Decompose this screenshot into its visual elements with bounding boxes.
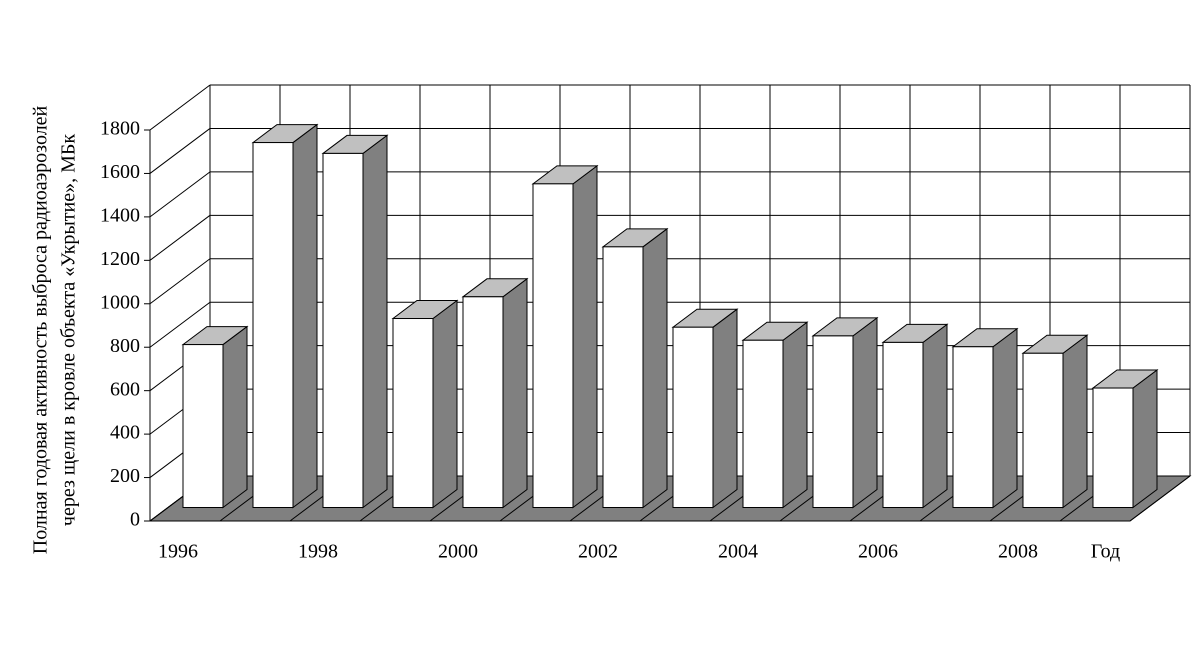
y-tick-label: 1800 <box>100 118 140 140</box>
y-tick-label: 1600 <box>100 161 140 183</box>
bar-side <box>292 123 318 509</box>
y-tick-label: 800 <box>110 335 140 357</box>
x-axis-title: Год <box>1091 541 1120 563</box>
bar-side <box>432 299 458 509</box>
grid-line <box>149 84 211 131</box>
y-axis-title: через щели в кровле объекта «Укрытие», М… <box>58 134 80 526</box>
bar <box>252 142 294 508</box>
bar-side <box>712 308 738 509</box>
x-tick-label: 1998 <box>298 541 338 563</box>
y-tick-label: 1400 <box>100 204 140 226</box>
bar-side <box>852 316 878 509</box>
y-axis-title: Полная годовая активность выброса радиоа… <box>30 105 52 554</box>
grid-line <box>149 128 211 174</box>
bar <box>392 318 434 508</box>
bar <box>672 326 714 509</box>
bar-side <box>922 323 948 509</box>
grid-line <box>149 301 211 348</box>
bar <box>952 346 994 508</box>
y-tick-label: 600 <box>110 378 140 400</box>
bar-side <box>222 325 248 509</box>
x-tick-label: 2004 <box>718 541 758 563</box>
x-tick-label: 2008 <box>998 541 1038 563</box>
y-tick-label: 400 <box>110 422 140 444</box>
y-tick-label: 1200 <box>100 248 140 270</box>
bar <box>602 246 644 508</box>
bar-side <box>1062 334 1088 509</box>
bar <box>882 341 924 508</box>
bar <box>1022 352 1064 508</box>
y-tick-label: 1000 <box>100 291 140 313</box>
grid-line <box>149 258 211 305</box>
bar-side <box>642 227 668 509</box>
bar <box>532 183 574 508</box>
y-tick-label: 0 <box>130 509 140 531</box>
bar-side <box>1132 369 1158 509</box>
y-axis-title-line: Полная годовая активность выброса радиоа… <box>30 105 52 554</box>
bar <box>182 344 224 509</box>
floor-line <box>1129 475 1191 522</box>
x-tick-label: 1996 <box>158 541 198 563</box>
bar-side <box>782 321 808 509</box>
y-tick-label: 200 <box>110 465 140 487</box>
x-tick-label: 2002 <box>578 541 618 563</box>
bar-side <box>502 277 528 509</box>
bar <box>812 335 854 508</box>
y-axis-title-line: через щели в кровле объекта «Укрытие», М… <box>58 134 80 526</box>
x-tick-label: 2006 <box>858 541 898 563</box>
bar-side <box>992 327 1018 509</box>
bar-side <box>362 134 388 509</box>
bar <box>742 339 784 508</box>
bar <box>322 152 364 509</box>
x-tick-label: 2000 <box>438 541 478 563</box>
bar <box>462 296 504 508</box>
grid-line <box>149 171 211 218</box>
bar-side <box>572 164 598 509</box>
bar <box>1092 387 1134 508</box>
grid-line <box>149 214 211 261</box>
